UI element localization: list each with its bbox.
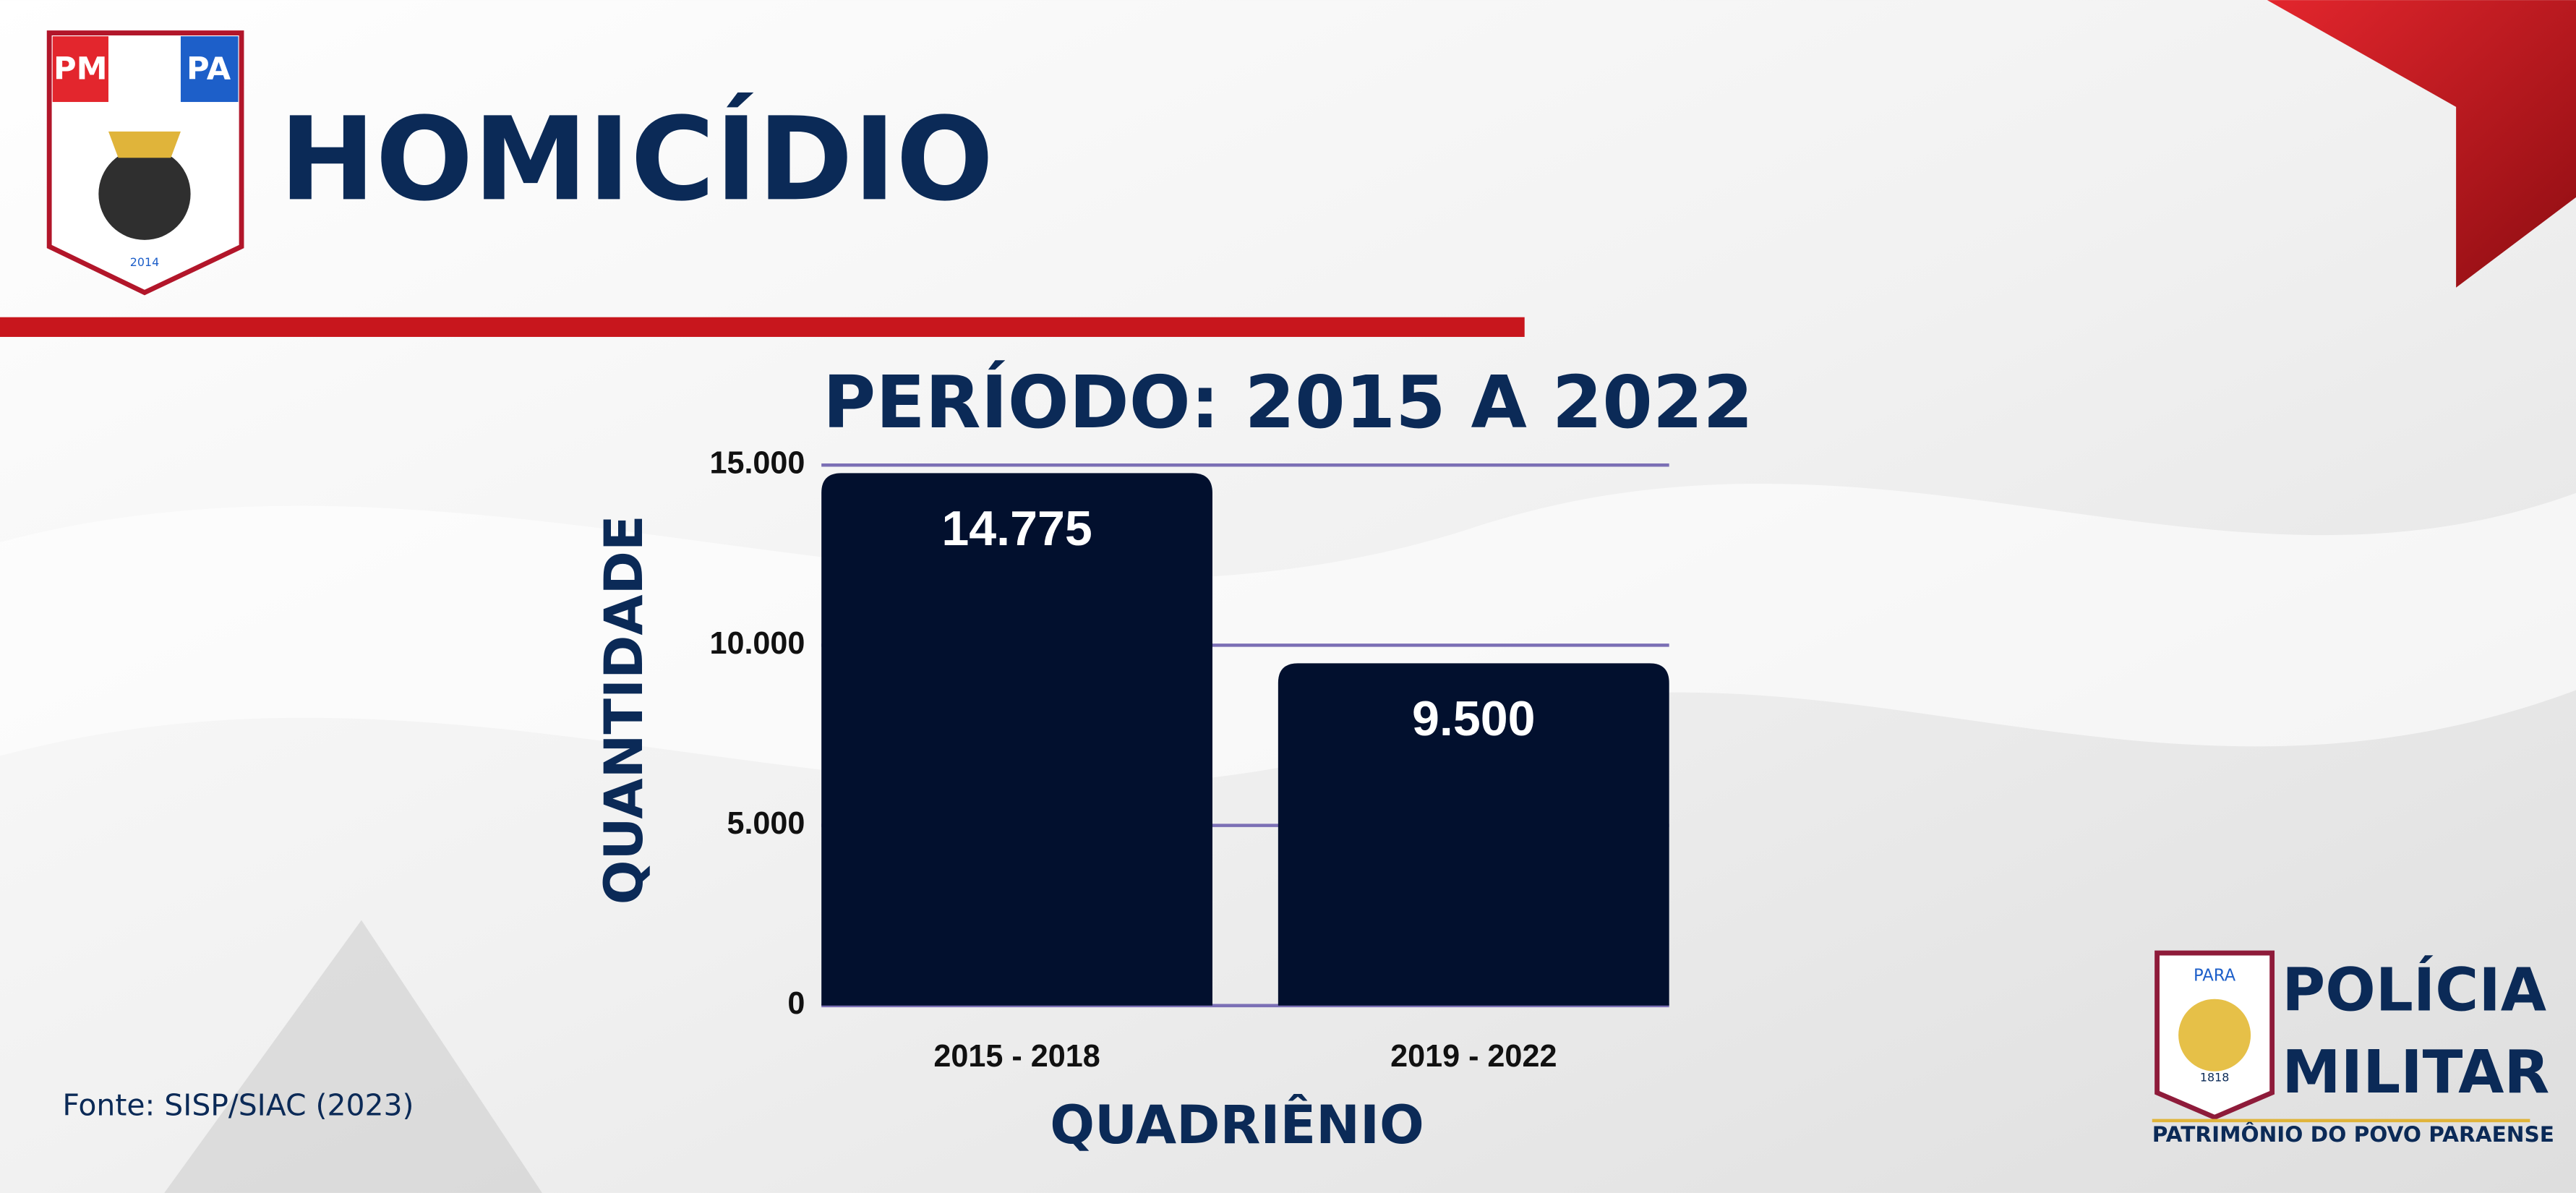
pm-logo: PARA 1818 POLÍCIA MILITAR PATRIMÔNIO DO …	[2152, 950, 2554, 1147]
value-label: 9.500	[1412, 691, 1536, 746]
badge-year: 2014	[130, 255, 159, 269]
emblem-year: 1818	[2200, 1070, 2229, 1084]
wave	[0, 483, 2576, 787]
badge-text: PA	[187, 51, 231, 87]
chart-title: PERÍODO: 2015 A 2022	[823, 360, 1753, 445]
logo-tagline: PATRIMÔNIO DO POVO PARAENSE	[2152, 1121, 2554, 1147]
bar	[1278, 663, 1669, 1006]
bar	[821, 473, 1212, 1006]
header-rule	[0, 317, 1525, 337]
y-tick-label: 5.000	[727, 806, 805, 841]
badge-text: PM	[54, 51, 108, 87]
y-tick-label: 0	[787, 986, 805, 1021]
y-tick-label: 10.000	[709, 626, 805, 661]
page-title: HOMICÍDIO	[279, 92, 993, 226]
y-tick-label: 15.000	[709, 446, 805, 481]
logo-text: POLÍCIA	[2282, 955, 2546, 1025]
x-tick-label: 2019 - 2022	[1390, 1039, 1557, 1074]
value-label: 14.775	[941, 501, 1092, 556]
x-tick-label: 2015 - 2018	[933, 1039, 1100, 1074]
emblem-text: PARA	[2194, 966, 2236, 985]
source-note: Fonte: SISP/SIAC (2023)	[62, 1088, 414, 1123]
logo-text: MILITAR	[2282, 1038, 2549, 1107]
pm-badge: PM PA 2014	[46, 30, 244, 296]
wave	[164, 920, 542, 1193]
plot: 0 5.000 10.000 15.000 14.775 2015 - 2018 9.500…	[709, 446, 1669, 1074]
x-axis-label: QUADRIÊNIO	[1050, 1094, 1424, 1156]
y-axis-label: QUANTIDADE	[594, 515, 655, 905]
corner-accent	[2267, 0, 2576, 288]
